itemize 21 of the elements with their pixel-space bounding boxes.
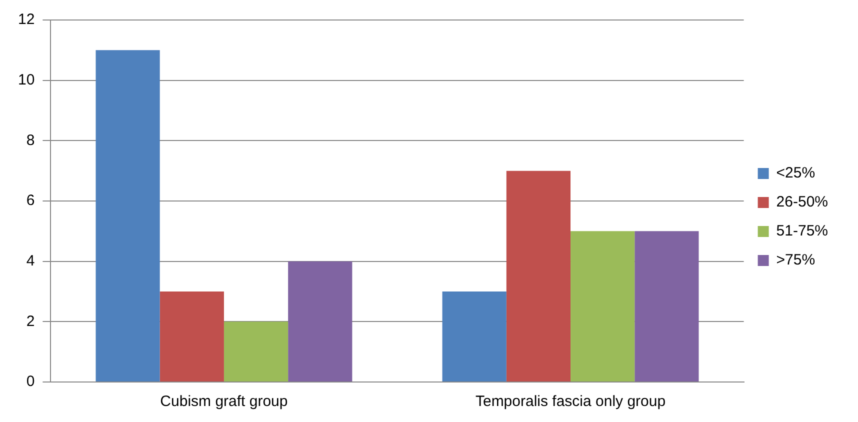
bar [442,292,506,382]
x-tick-label: Temporalis fascia only group [475,393,666,410]
y-tick-label: 0 [26,373,35,390]
bar [160,292,224,382]
bar [96,50,160,382]
bar [224,322,288,382]
bar [506,170,571,382]
bar [634,231,699,382]
bar [570,231,635,382]
y-tick-label: 6 [26,192,35,210]
x-tick-label: Cubism graft group [160,393,288,410]
bar [288,261,352,382]
legend-label: 26-50% [776,194,828,211]
legend-label: >75% [776,252,816,269]
y-tick-label: 8 [26,132,35,149]
y-tick-label: 2 [26,312,35,330]
y-tick-label: 12 [18,11,35,28]
legend-label: 51-75% [776,222,828,240]
y-tick-label: 4 [26,252,35,270]
y-tick-label: 10 [18,71,35,88]
legend-label: <25% [776,164,816,182]
